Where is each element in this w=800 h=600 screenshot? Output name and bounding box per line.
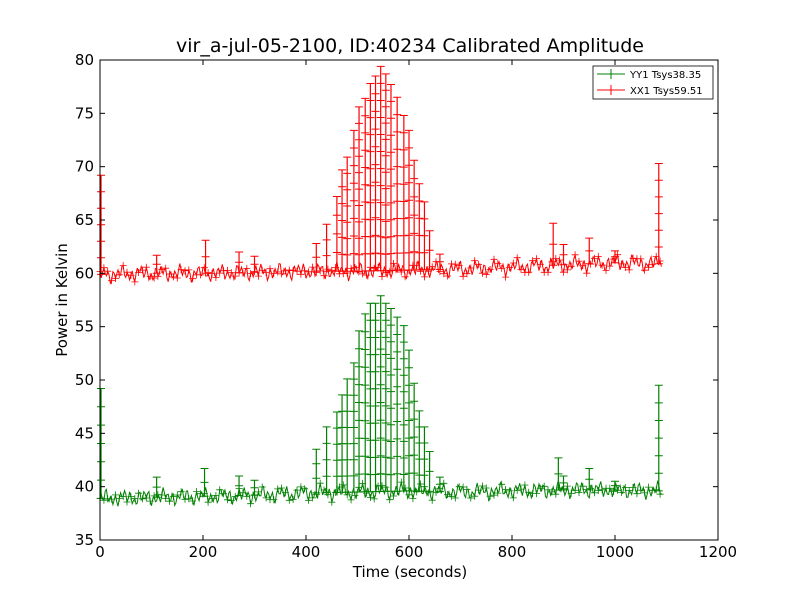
- y-tick-label: 50: [75, 371, 94, 389]
- spike-markers: [381, 73, 390, 272]
- spike-markers: [381, 302, 390, 492]
- spike-markers: [420, 426, 429, 492]
- x-tick-label: 800: [498, 543, 527, 561]
- y-axis-label: Power in Kelvin: [53, 243, 71, 357]
- legend-label-xx1: XX1 Tsys59.51: [630, 86, 703, 97]
- spike-markers: [201, 239, 210, 274]
- spike-markers: [376, 295, 385, 492]
- x-axis-label: Time (seconds): [352, 563, 468, 581]
- spike-markers: [425, 230, 434, 271]
- legend-marker-yy1: [606, 69, 616, 79]
- spike-markers: [349, 129, 358, 272]
- spike-markers: [250, 255, 259, 273]
- spike-markers: [559, 244, 568, 266]
- spike-markers: [312, 448, 321, 494]
- legend: YY1 Tsys38.35 XX1 Tsys59.51: [592, 65, 714, 100]
- spike-markers: [338, 169, 347, 272]
- spike-markers: [415, 183, 424, 271]
- spike-markers: [405, 349, 413, 492]
- y-tick-label: 40: [75, 478, 94, 496]
- spike-markers: [399, 115, 408, 271]
- spike-markers: [322, 223, 331, 272]
- legend-marker-xx1: [606, 85, 616, 95]
- y-tick-label: 60: [75, 264, 94, 282]
- spike-markers: [425, 451, 434, 492]
- spike-markers: [322, 426, 331, 494]
- spike-markers: [371, 75, 380, 272]
- spike-markers: [332, 411, 341, 493]
- plot-area: 0 200 400 600 800 1000 1200 35 40 45 50 55 60 65 70 75…: [75, 51, 737, 561]
- spike-markers: [549, 222, 558, 266]
- spike-markers: [343, 156, 352, 272]
- spike-markers: [312, 243, 321, 272]
- y-tick-label: 45: [75, 424, 94, 442]
- y-tick-label: 35: [75, 531, 94, 549]
- spike-markers: [393, 96, 402, 271]
- y-tick-label: 65: [75, 211, 94, 229]
- spike-markers: [435, 476, 444, 493]
- spike-markers: [366, 302, 375, 493]
- legend-label-yy1: YY1 Tsys38.35: [629, 70, 701, 81]
- spike-markers: [371, 302, 380, 493]
- spike-markers: [235, 251, 244, 274]
- x-tick-label: 200: [189, 543, 218, 561]
- y-tick-label: 55: [75, 318, 94, 336]
- spike-markers: [376, 65, 385, 272]
- spike-markers: [338, 394, 347, 493]
- series-0: [96, 295, 664, 508]
- series-layer: [96, 65, 664, 508]
- spike-markers: [387, 308, 395, 492]
- spike-markers: [654, 163, 663, 265]
- spike-markers: [420, 201, 429, 271]
- spike-markers: [250, 479, 259, 496]
- spike-markers: [585, 237, 594, 265]
- spike-markers: [585, 468, 594, 491]
- spike-markers: [405, 129, 413, 271]
- spike-markers: [410, 159, 419, 271]
- legend-entry-yy1: YY1 Tsys38.35: [597, 69, 701, 81]
- spike-markers: [152, 476, 161, 498]
- y-axis: 35 40 45 50 55 60 65 70 75 80: [75, 51, 718, 549]
- spike-markers: [366, 83, 375, 272]
- spike-markers: [611, 250, 619, 264]
- spike-markers: [387, 84, 395, 271]
- spike-markers: [361, 97, 370, 272]
- spike-markers: [393, 316, 402, 492]
- x-tick-label: 1000: [596, 543, 634, 561]
- spike-markers: [415, 410, 424, 492]
- spike-markers: [611, 480, 619, 491]
- y-tick-label: 75: [75, 104, 94, 122]
- spike-markers: [97, 174, 105, 275]
- spike-markers: [355, 330, 363, 493]
- legend-box: [592, 65, 714, 100]
- spike-markers: [200, 468, 209, 497]
- spike-markers: [97, 388, 105, 499]
- spike-markers: [355, 106, 363, 272]
- spike-markers: [399, 325, 408, 492]
- x-tick-label: 600: [395, 543, 424, 561]
- series-1: [96, 65, 664, 286]
- spike-markers: [435, 253, 444, 270]
- spike-markers: [235, 475, 244, 496]
- spike-markers: [654, 384, 663, 492]
- x-tick-label: 1200: [699, 543, 737, 561]
- spike-markers: [152, 254, 161, 274]
- spike-markers: [349, 362, 358, 493]
- x-tick-label: 400: [292, 543, 321, 561]
- x-axis: 0 200 400 600 800 1000 1200: [95, 60, 737, 561]
- spike-markers: [410, 382, 419, 492]
- x-tick-label: 0: [95, 543, 105, 561]
- spike-markers: [559, 475, 568, 491]
- spike-markers: [343, 378, 352, 493]
- chart-title: vir_a-jul-05-2100, ID:40234 Calibrated A…: [176, 35, 644, 57]
- legend-entry-xx1: XX1 Tsys59.51: [597, 85, 703, 97]
- y-tick-label: 70: [75, 158, 94, 176]
- spike-markers: [361, 313, 370, 493]
- spike-markers: [332, 196, 341, 272]
- y-tick-label: 80: [75, 51, 94, 69]
